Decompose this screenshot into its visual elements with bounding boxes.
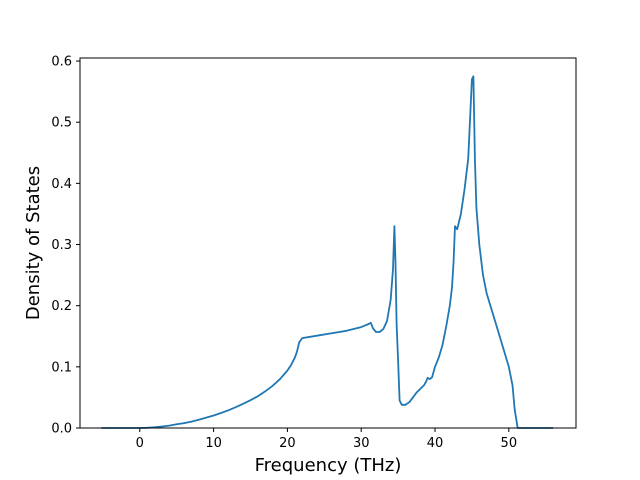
- plot-area: [80, 58, 576, 428]
- x-tick-label: 40: [427, 436, 444, 451]
- plot-frame: [79, 57, 577, 429]
- y-tick-label: 0.3: [51, 238, 72, 253]
- series-line: [101, 75, 554, 429]
- x-axis-ticks: 0 10 20 30 40 50: [136, 428, 517, 451]
- y-tick-label: 0.1: [51, 360, 72, 375]
- x-tick-label: 50: [501, 436, 518, 451]
- y-tick-label: 0.0: [51, 422, 72, 437]
- x-tick-label: 0: [136, 436, 144, 451]
- y-tick-label: 0.4: [51, 177, 72, 192]
- y-tick-label: 0.5: [51, 116, 72, 131]
- x-tick-label: 20: [279, 436, 296, 451]
- y-tick-label: 0.6: [51, 55, 72, 70]
- x-axis-label: Frequency (THz): [255, 455, 402, 476]
- y-axis-ticks: 0.0 0.1 0.2 0.3 0.4 0.5 0.6: [51, 55, 80, 437]
- y-tick-label: 0.2: [51, 299, 72, 314]
- y-axis-label: Density of States: [23, 166, 44, 320]
- x-tick-label: 30: [353, 436, 370, 451]
- x-tick-label: 10: [205, 436, 222, 451]
